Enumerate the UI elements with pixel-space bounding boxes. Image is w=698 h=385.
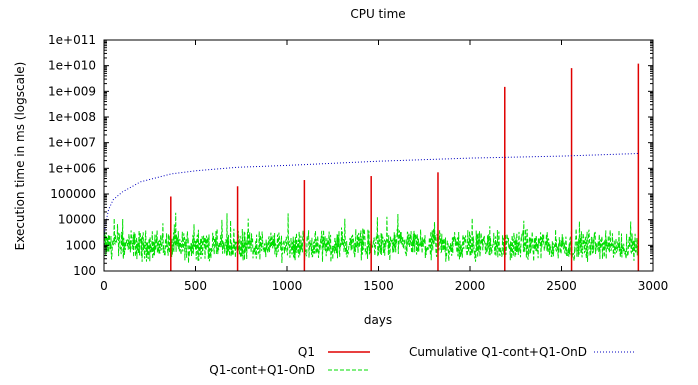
x-tick-label: 0: [100, 279, 108, 293]
x-tick-label: 2500: [546, 279, 577, 293]
x-tick-label: 500: [184, 279, 207, 293]
plot-series: [103, 63, 640, 271]
series-q1-cont-ond-line: [103, 212, 639, 264]
y-tick-label: 1e+010: [48, 59, 96, 73]
y-tick-label: 1e+008: [48, 110, 96, 124]
y-axis-label: Execution time in ms (logscale): [13, 62, 27, 251]
y-tick-label: 10000: [58, 213, 96, 227]
series-cumulative-line: [103, 153, 639, 238]
x-tick-label: 3000: [638, 279, 669, 293]
y-tick-label: 100: [73, 264, 96, 278]
chart-title: CPU time: [350, 7, 405, 21]
axes: 0 500 1000 1500 2000 2500 3000 100 1000 10000 1000…: [48, 33, 668, 293]
x-tick-label: 1000: [272, 279, 303, 293]
y-tick-label: 1e+007: [48, 136, 96, 150]
y-tick-label: 100000: [50, 187, 96, 201]
legend: Q1 Cumulative Q1-cont+Q1-OnD Q1-cont+Q1-On…: [209, 345, 634, 377]
y-tick-label: 1e+009: [48, 84, 96, 98]
x-tick-label: 2000: [455, 279, 486, 293]
y-tick-label: 1e+011: [48, 33, 96, 47]
x-axis-label: days: [364, 313, 392, 327]
y-tick-label: 1e+006: [48, 161, 96, 175]
legend-label-cumulative: Cumulative Q1-cont+Q1-OnD: [409, 345, 587, 359]
legend-label-q1-cont-ond: Q1-cont+Q1-OnD: [209, 363, 315, 377]
legend-label-q1: Q1: [298, 345, 315, 359]
x-tick-label: 1500: [363, 279, 394, 293]
y-tick-label: 1000: [65, 238, 96, 252]
